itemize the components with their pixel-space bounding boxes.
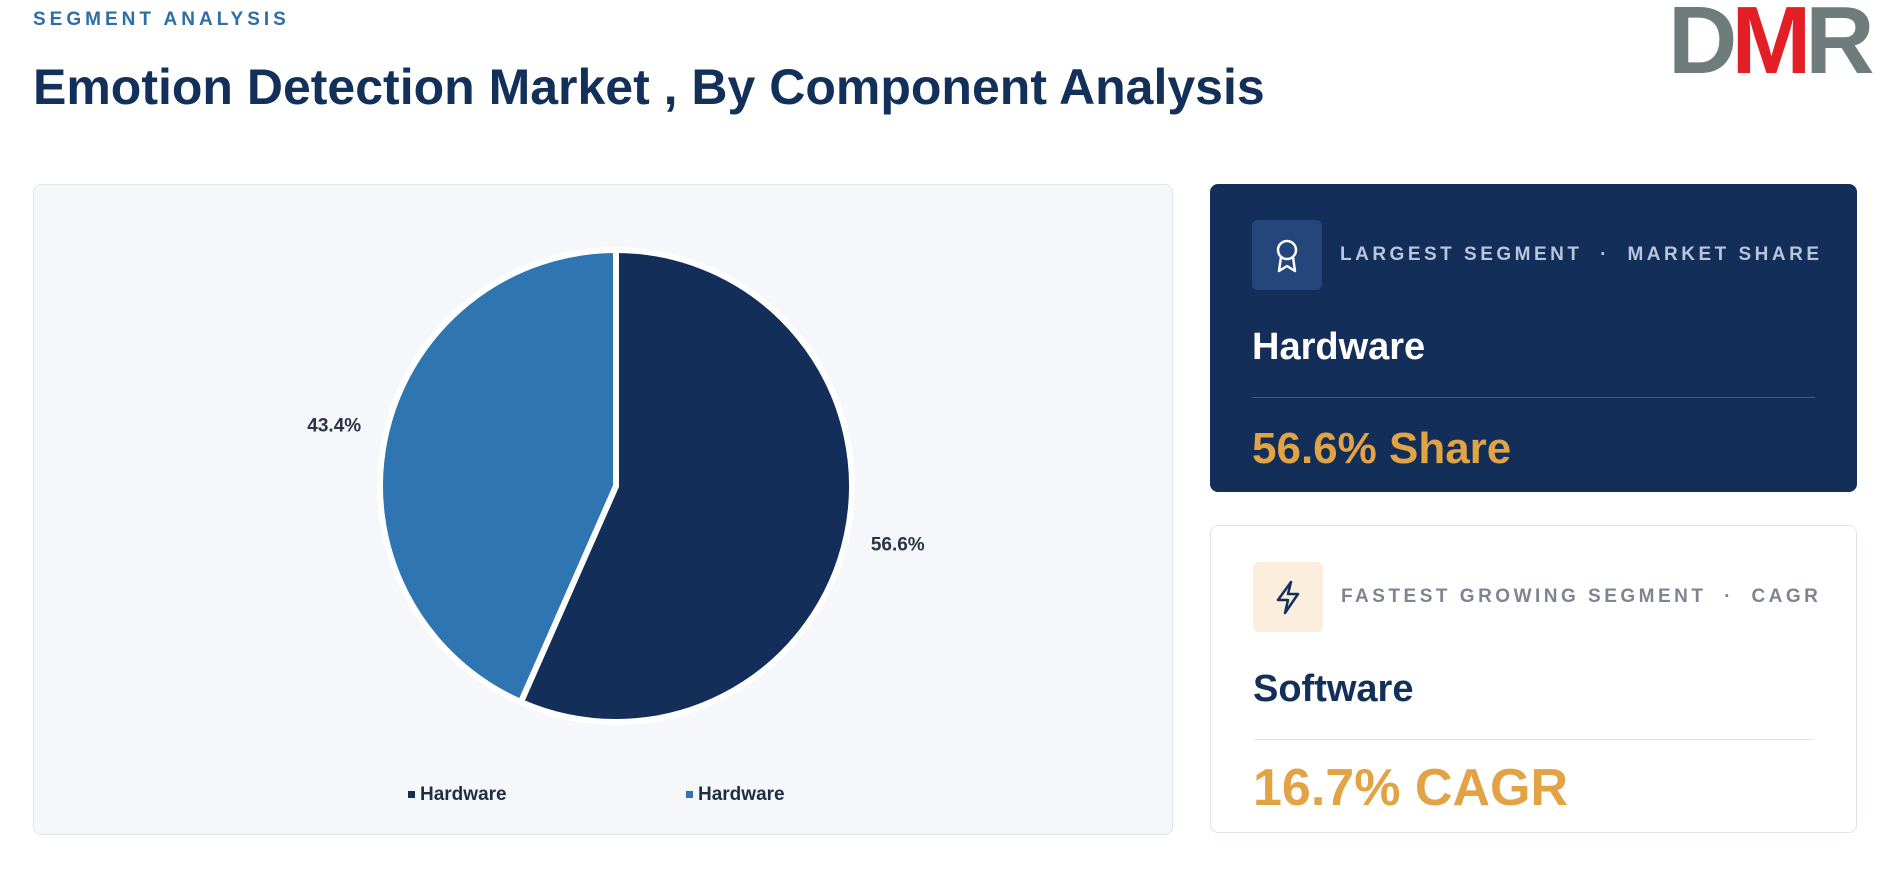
logo-letter: R — [1805, 0, 1874, 94]
card: LARGEST SEGMENT · MARKET SHARE Hardware … — [1210, 184, 1857, 492]
legend-label: Hardware — [420, 784, 507, 805]
logo-letter: M — [1731, 0, 1811, 94]
card-segment: Software — [1253, 668, 1414, 710]
icon — [1253, 562, 1323, 632]
pie-slice — [516, 246, 855, 725]
card-metric: 16.7% CAGR — [1253, 759, 1568, 817]
card-segment: Hardware — [1252, 326, 1426, 368]
legend-swatch — [686, 791, 693, 798]
award-icon — [1276, 239, 1298, 273]
card-label: LARGEST SEGMENT · MARKET SHARE — [1340, 244, 1823, 265]
data-label: 43.4% — [307, 416, 361, 437]
data-label: 56.6% — [871, 534, 925, 555]
eyebrow: SEGMENT ANALYSIS — [33, 9, 290, 30]
card-metric: 56.6% Share — [1252, 424, 1512, 473]
divider — [1252, 397, 1815, 398]
card: FASTEST GROWING SEGMENT · CAGR Software … — [1210, 525, 1857, 833]
chart-panel: 56.6% 43.4% Hardware Hardware — [33, 184, 1173, 835]
page-title: Emotion Detection Market , By Component … — [33, 59, 1265, 115]
bolt-icon — [1276, 580, 1300, 615]
icon — [1252, 220, 1322, 290]
legend-label: Hardware — [698, 784, 785, 805]
logo-letter: D — [1668, 0, 1737, 94]
pie-slice — [377, 246, 619, 706]
card-label: FASTEST GROWING SEGMENT · CAGR — [1341, 586, 1822, 607]
logo: DMR — [1668, 0, 1875, 96]
divider — [1253, 739, 1814, 740]
chart: 56.6% 43.4% Hardware Hardware — [307, 246, 925, 805]
legend-swatch — [408, 791, 415, 798]
